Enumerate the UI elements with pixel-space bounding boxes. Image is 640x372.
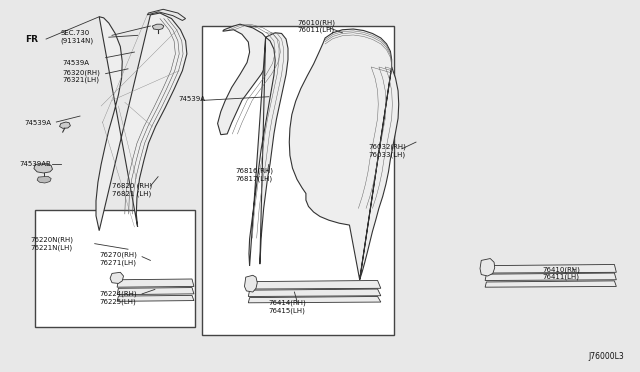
Polygon shape: [480, 259, 495, 276]
Polygon shape: [117, 288, 194, 295]
Text: 76410(RH)
76411(LH): 76410(RH) 76411(LH): [543, 266, 580, 280]
Text: 76224(RH)
76225(LH): 76224(RH) 76225(LH): [99, 291, 137, 305]
Polygon shape: [37, 176, 51, 183]
Text: 76032(RH)
76033(LH): 76032(RH) 76033(LH): [368, 144, 406, 158]
Polygon shape: [110, 272, 124, 283]
Polygon shape: [244, 275, 257, 292]
Polygon shape: [248, 296, 381, 303]
Text: 74539A: 74539A: [24, 120, 51, 126]
Text: 76820 (RH)
76821 (LH): 76820 (RH) 76821 (LH): [112, 183, 152, 197]
Text: 76320(RH)
76321(LH): 76320(RH) 76321(LH): [63, 69, 100, 83]
Bar: [202, 26, 394, 335]
Polygon shape: [248, 289, 381, 296]
Polygon shape: [218, 24, 270, 135]
Polygon shape: [60, 122, 70, 128]
Text: 76816(RH)
76817(LH): 76816(RH) 76817(LH): [236, 168, 273, 182]
Text: 74539A: 74539A: [178, 96, 205, 102]
Bar: [35, 210, 195, 327]
Text: SEC.730
(91314N): SEC.730 (91314N): [61, 31, 94, 44]
Polygon shape: [485, 264, 616, 273]
Text: J76000L3: J76000L3: [588, 352, 624, 361]
Text: 74539A: 74539A: [63, 60, 90, 66]
Polygon shape: [289, 29, 399, 280]
Polygon shape: [34, 164, 52, 173]
Polygon shape: [485, 281, 616, 287]
Text: 76010(RH)
76011(LH): 76010(RH) 76011(LH): [298, 19, 335, 33]
Text: 76270(RH)
76271(LH): 76270(RH) 76271(LH): [99, 251, 137, 266]
Text: 76220N(RH)
76221N(LH): 76220N(RH) 76221N(LH): [31, 237, 74, 251]
Polygon shape: [152, 24, 164, 30]
Polygon shape: [248, 280, 381, 289]
Text: 76414(RH)
76415(LH): 76414(RH) 76415(LH): [269, 300, 307, 314]
Text: 74539AB: 74539AB: [19, 161, 51, 167]
Polygon shape: [485, 273, 616, 280]
Polygon shape: [96, 13, 187, 231]
Polygon shape: [249, 33, 288, 266]
Text: FR: FR: [26, 35, 38, 44]
Polygon shape: [117, 279, 194, 287]
Polygon shape: [147, 9, 186, 20]
Polygon shape: [117, 295, 194, 301]
